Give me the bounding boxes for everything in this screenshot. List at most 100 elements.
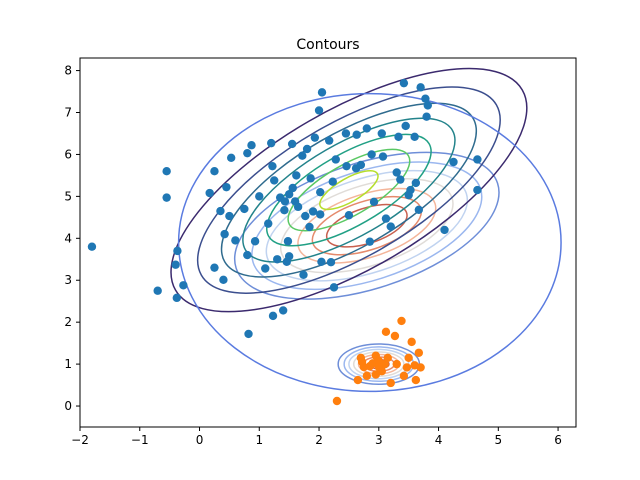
data-point [210, 263, 219, 272]
data-point [369, 197, 379, 207]
data-point [250, 237, 260, 246]
data-point [374, 362, 383, 372]
y-tick-label: 5 [64, 189, 72, 203]
data-point [356, 160, 366, 170]
data-point [396, 175, 405, 184]
data-point [261, 264, 270, 273]
scatter-points [87, 78, 482, 406]
x-tick-label: −2 [71, 433, 89, 447]
contour-line [242, 117, 456, 263]
data-point [406, 185, 415, 195]
data-point [222, 182, 231, 192]
data-point [247, 141, 256, 150]
y-tick-label: 3 [64, 273, 72, 287]
contour-line [287, 148, 411, 232]
x-tick-label: −1 [131, 433, 149, 447]
data-point [399, 371, 409, 381]
data-point [173, 246, 182, 256]
data-point [397, 316, 406, 326]
data-point [473, 185, 482, 195]
contour-line [297, 187, 437, 264]
data-point [416, 83, 425, 92]
data-point [243, 250, 252, 260]
data-point [270, 176, 279, 185]
data-point [416, 363, 425, 372]
data-point [371, 370, 381, 379]
data-point [219, 275, 228, 285]
data-point [381, 327, 391, 337]
data-point [392, 168, 401, 177]
data-point [344, 211, 354, 220]
data-point [353, 375, 363, 385]
data-point [411, 178, 421, 188]
contour-line [177, 92, 562, 393]
data-point [226, 153, 236, 162]
y-tick-label: 7 [64, 106, 72, 120]
data-point [153, 286, 162, 295]
data-point [378, 152, 388, 161]
data-point [326, 258, 336, 267]
data-point [411, 375, 421, 385]
contour-line [265, 133, 432, 247]
data-point [292, 171, 301, 180]
data-point [273, 255, 282, 264]
data-point [162, 193, 171, 202]
data-point [423, 101, 432, 110]
data-point [205, 188, 214, 198]
contour-lines [170, 67, 562, 393]
data-point [287, 139, 297, 149]
data-point [407, 337, 416, 347]
data-point [324, 136, 334, 145]
data-point [421, 94, 430, 103]
data-point [414, 348, 424, 357]
data-point [299, 270, 308, 279]
y-tick-label: 2 [64, 315, 72, 329]
data-point [231, 236, 240, 245]
data-point [87, 242, 97, 251]
data-point [386, 222, 395, 231]
x-tick-label: 5 [494, 433, 502, 447]
data-point [225, 211, 234, 221]
data-point [386, 378, 395, 388]
data-point [328, 177, 337, 186]
data-point [377, 129, 386, 138]
data-point [280, 197, 290, 206]
y-tick-label: 8 [64, 64, 72, 78]
data-point [268, 311, 278, 321]
data-point [220, 229, 229, 239]
data-point [278, 306, 288, 315]
data-point [267, 138, 276, 148]
data-point [310, 133, 320, 142]
data-point [302, 144, 312, 154]
data-point [352, 130, 361, 139]
x-tick-label: 3 [375, 433, 383, 447]
data-point [362, 371, 372, 381]
data-point [284, 252, 294, 261]
contour-line [220, 102, 478, 278]
data-point [410, 132, 419, 142]
data-point [332, 396, 342, 406]
data-point [342, 161, 351, 171]
data-point [216, 206, 225, 216]
y-tick-label: 4 [64, 231, 72, 245]
data-point [244, 329, 253, 339]
data-point [449, 157, 458, 167]
data-point [367, 150, 376, 159]
y-tick-label: 0 [64, 399, 72, 413]
data-point [341, 129, 351, 138]
data-point [243, 148, 252, 158]
data-point [329, 283, 339, 292]
data-point [331, 155, 340, 164]
data-point [440, 225, 449, 235]
data-point [240, 204, 249, 214]
data-point [402, 363, 412, 372]
data-point [390, 331, 400, 341]
x-tick-label: 6 [554, 433, 562, 447]
data-point [306, 174, 315, 183]
y-axis: 0 1 2 3 4 5 6 7 8 [64, 64, 80, 413]
data-point [172, 293, 182, 303]
data-point [264, 219, 273, 228]
data-point [317, 88, 327, 97]
data-point [308, 207, 318, 216]
y-tick-label: 6 [64, 147, 72, 161]
